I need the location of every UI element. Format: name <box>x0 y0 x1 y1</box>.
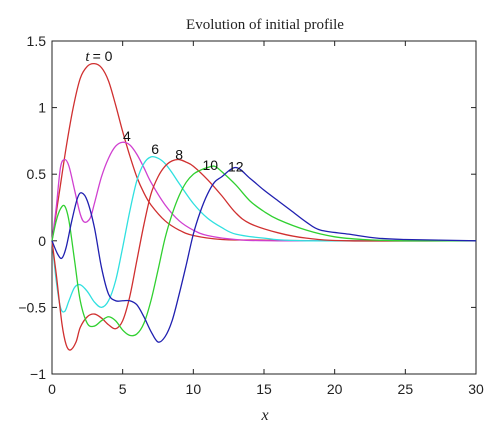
series-line-4 <box>51 158 477 351</box>
x-tick-label: 10 <box>186 381 202 397</box>
curve-label: 6 <box>151 141 159 157</box>
curve-label-t0-italic: t <box>85 49 90 65</box>
curve-label: 10 <box>203 157 219 173</box>
curve-label: 4 <box>123 128 131 144</box>
x-tick-label: 25 <box>398 381 414 397</box>
plot-frame <box>51 40 477 375</box>
x-tick-label: 5 <box>119 381 127 397</box>
y-tick-label: 0 <box>38 233 46 249</box>
y-tick-label: 1.5 <box>27 33 47 49</box>
curve-label: 12 <box>228 159 244 175</box>
series-line-6 <box>51 166 477 343</box>
series-line-3 <box>51 155 477 313</box>
series-line-2 <box>51 141 477 242</box>
curve-label: 8 <box>175 147 183 163</box>
y-tick-label: −1 <box>30 366 46 382</box>
series-line-5 <box>51 165 477 337</box>
curve-label-t0: = 0 <box>93 48 113 64</box>
y-tick-label: 0.5 <box>27 166 47 182</box>
y-tick-label: 1 <box>38 100 46 116</box>
series-line-1 <box>51 62 477 242</box>
x-tick-label: 15 <box>256 381 272 397</box>
x-tick-label: 0 <box>48 381 56 397</box>
plot-area: 0 5 10 15 20 25 30 −1 −0.5 0 0.5 1 1.5 t = 0 4 6 8 10 12 <box>18 33 484 397</box>
x-tick-label: 20 <box>327 381 343 397</box>
chart-title: Evolution of initial profile <box>186 17 344 33</box>
y-tick-label: −0.5 <box>18 299 46 315</box>
x-tick-label: 30 <box>468 381 484 397</box>
x-axis-label: x <box>260 407 268 424</box>
